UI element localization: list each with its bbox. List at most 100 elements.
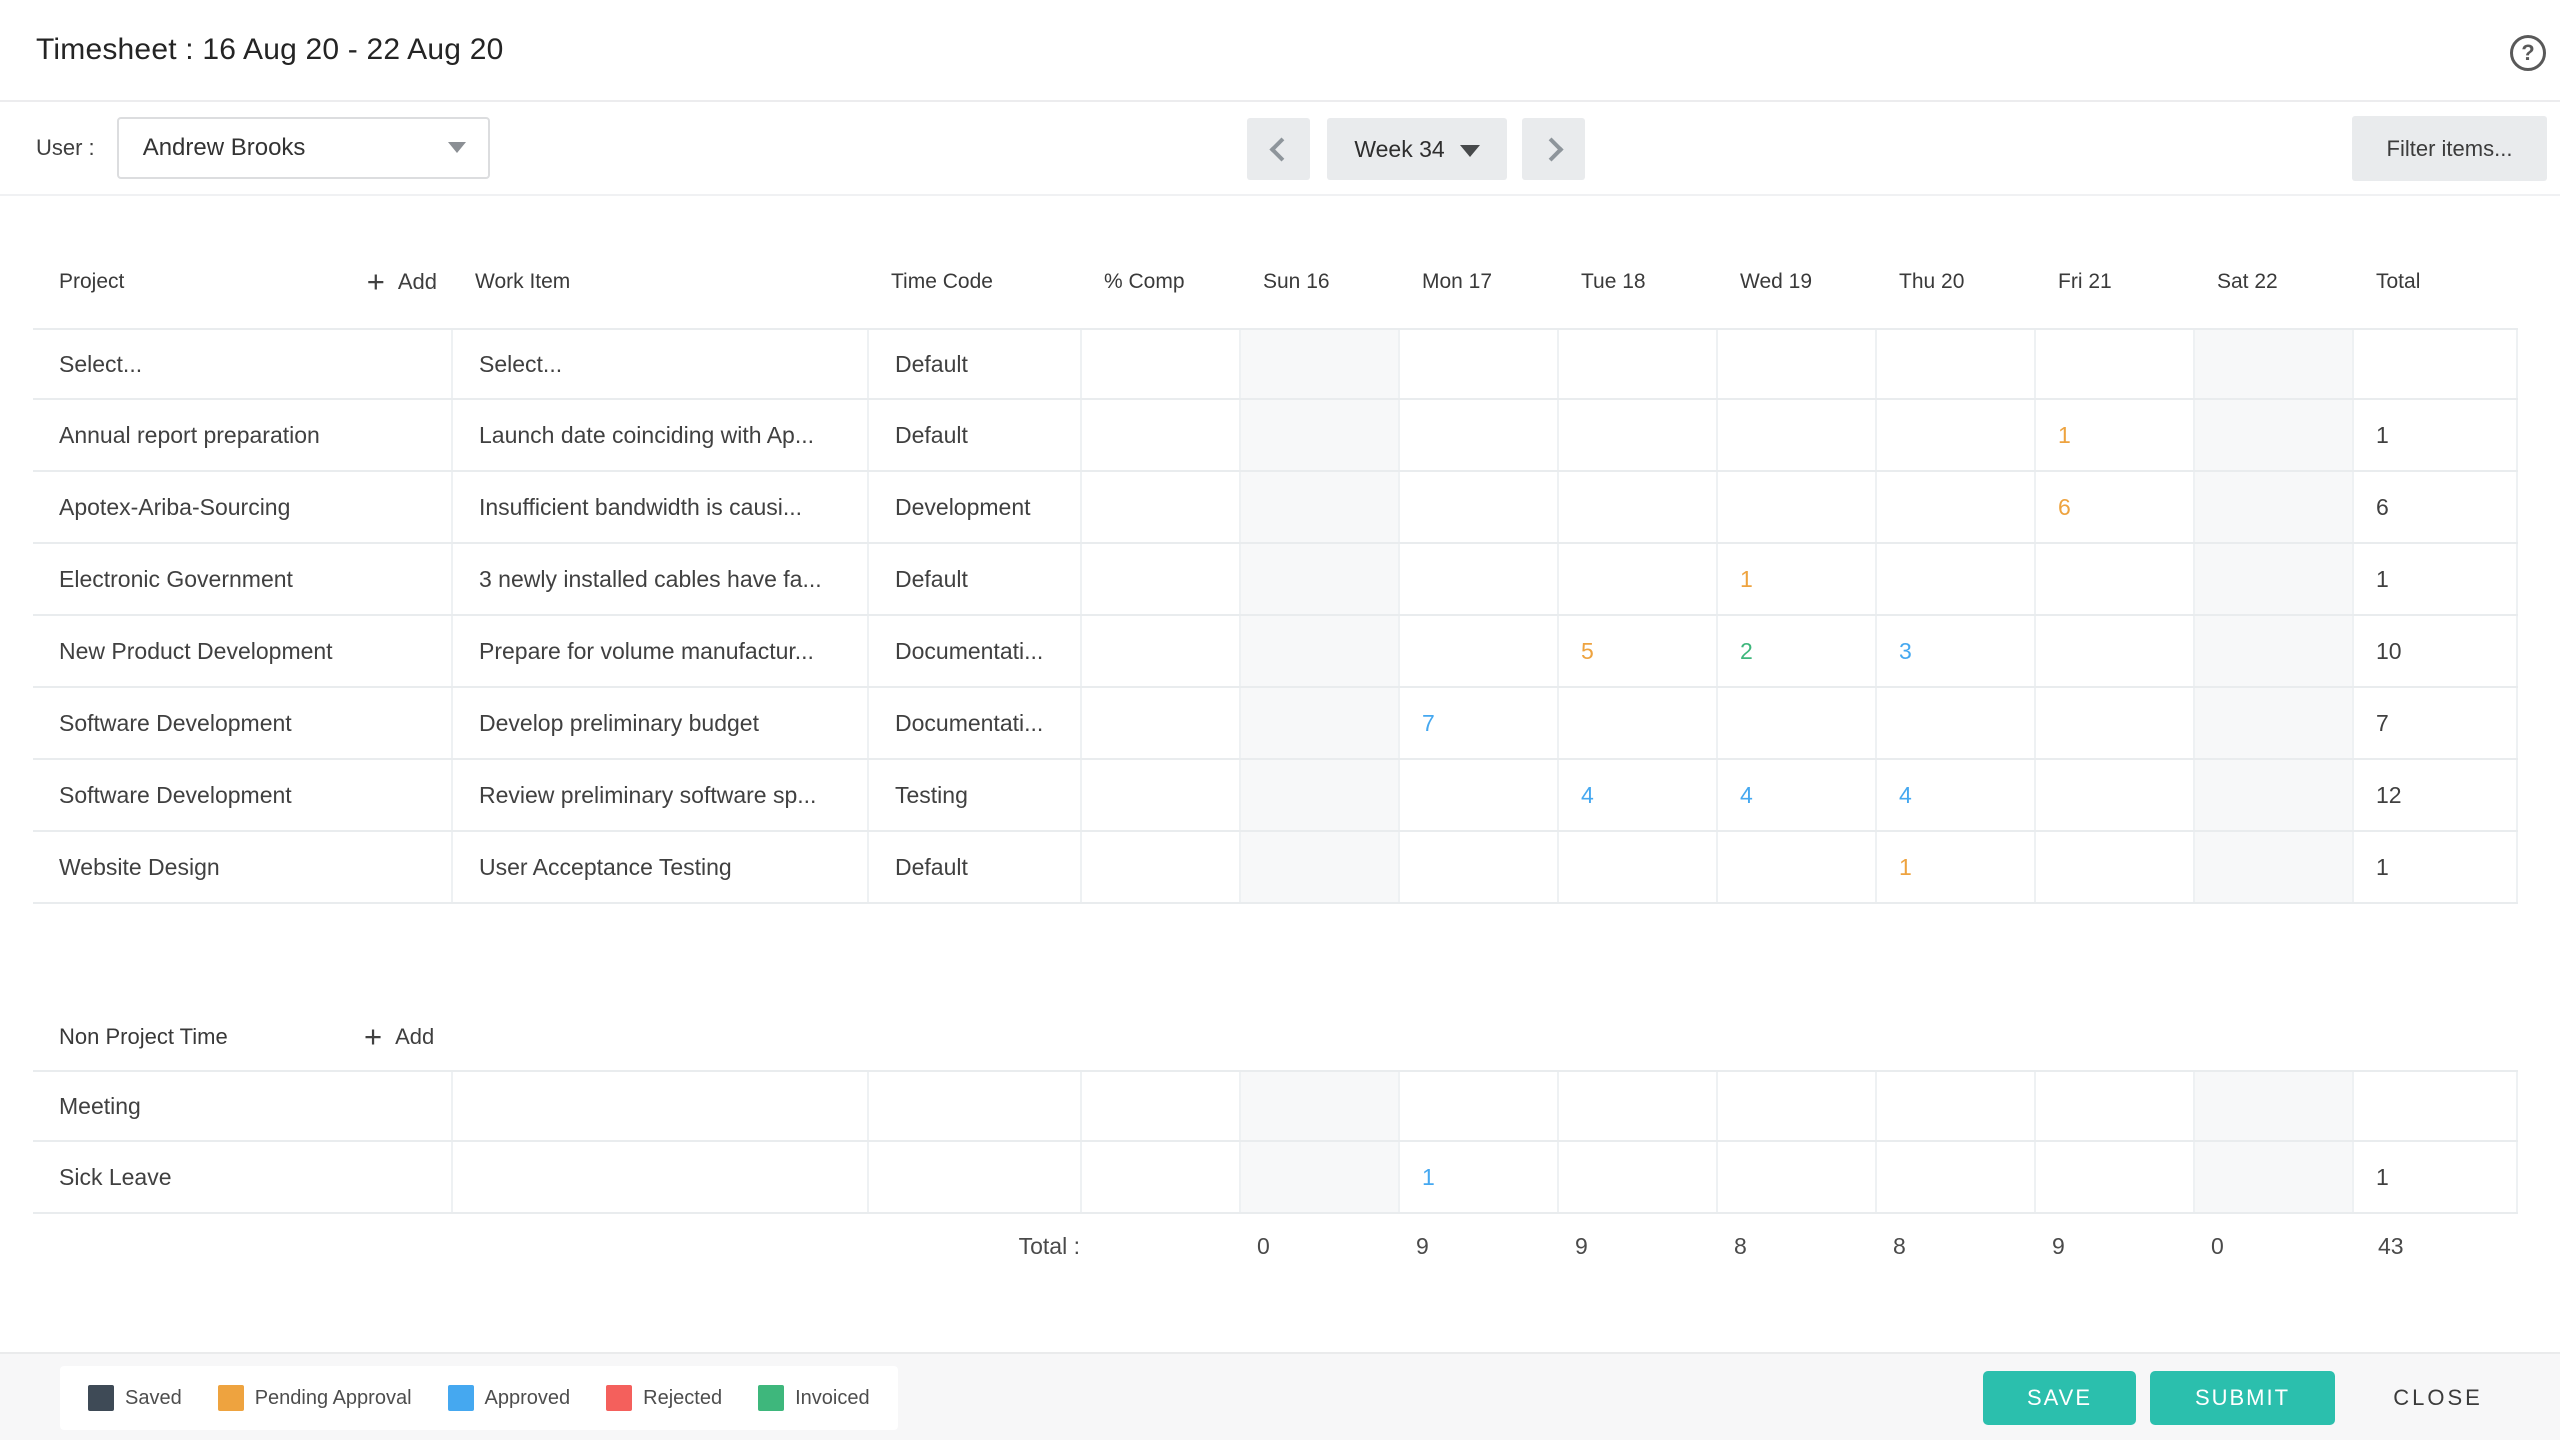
day-cell[interactable] [1877, 472, 2036, 542]
work-item-cell[interactable]: User Acceptance Testing [453, 832, 869, 902]
work-item-cell[interactable]: Review preliminary software sp... [453, 760, 869, 830]
project-cell[interactable]: Website Design [33, 832, 453, 902]
day-cell[interactable] [2195, 544, 2354, 614]
work-item-cell[interactable]: Select... [453, 330, 869, 398]
add-non-project-button[interactable]: + Add [364, 1021, 434, 1052]
day-cell[interactable] [1718, 330, 1877, 398]
percent-complete-cell[interactable] [1082, 1072, 1241, 1140]
day-cell[interactable] [1559, 472, 1718, 542]
day-cell[interactable] [1559, 1072, 1718, 1140]
day-cell[interactable] [2036, 760, 2195, 830]
day-cell[interactable] [2195, 472, 2354, 542]
filter-items-button[interactable]: Filter items... [2352, 116, 2547, 181]
time-code-cell[interactable]: Default [869, 400, 1082, 470]
day-cell[interactable] [1718, 1072, 1877, 1140]
day-cell[interactable]: 1 [1400, 1142, 1559, 1212]
day-cell[interactable]: 1 [1877, 832, 2036, 902]
day-cell[interactable] [1241, 400, 1400, 470]
day-cell[interactable] [1400, 760, 1559, 830]
day-cell[interactable] [1718, 688, 1877, 758]
add-project-row-button[interactable]: + Add [367, 266, 437, 297]
close-button[interactable]: CLOSE [2382, 1371, 2494, 1425]
project-cell[interactable]: Software Development [33, 760, 453, 830]
day-cell[interactable] [1241, 330, 1400, 398]
day-cell[interactable] [2195, 1072, 2354, 1140]
day-cell[interactable] [1718, 1142, 1877, 1212]
next-week-button[interactable] [1522, 118, 1585, 180]
project-cell[interactable]: Apotex-Ariba-Sourcing [33, 472, 453, 542]
work-item-cell[interactable]: 3 newly installed cables have fa... [453, 544, 869, 614]
user-select[interactable]: Andrew Brooks [116, 117, 490, 179]
time-code-cell[interactable]: Documentati... [869, 688, 1082, 758]
day-cell[interactable]: 6 [2036, 472, 2195, 542]
work-item-cell[interactable] [453, 1072, 869, 1140]
day-cell[interactable]: 4 [1718, 760, 1877, 830]
day-cell[interactable] [1400, 400, 1559, 470]
day-cell[interactable] [1400, 1072, 1559, 1140]
day-cell[interactable] [1877, 330, 2036, 398]
day-cell[interactable] [1400, 472, 1559, 542]
submit-button[interactable]: SUBMIT [2150, 1371, 2335, 1425]
project-cell[interactable]: Sick Leave [33, 1142, 453, 1212]
work-item-cell[interactable]: Develop preliminary budget [453, 688, 869, 758]
day-cell[interactable] [1400, 544, 1559, 614]
day-cell[interactable] [2036, 1072, 2195, 1140]
day-cell[interactable] [2036, 688, 2195, 758]
percent-complete-cell[interactable] [1082, 472, 1241, 542]
day-cell[interactable] [1241, 832, 1400, 902]
day-cell[interactable] [1877, 544, 2036, 614]
day-cell[interactable] [1400, 330, 1559, 398]
day-cell[interactable] [2195, 1142, 2354, 1212]
day-cell[interactable]: 1 [2036, 400, 2195, 470]
time-code-cell[interactable]: Documentati... [869, 616, 1082, 686]
percent-complete-cell[interactable] [1082, 330, 1241, 398]
day-cell[interactable] [1718, 832, 1877, 902]
percent-complete-cell[interactable] [1082, 616, 1241, 686]
project-cell[interactable]: Annual report preparation [33, 400, 453, 470]
day-cell[interactable] [2195, 688, 2354, 758]
help-icon[interactable]: ? [2510, 35, 2546, 71]
percent-complete-cell[interactable] [1082, 832, 1241, 902]
day-cell[interactable] [2195, 330, 2354, 398]
day-cell[interactable] [1241, 1072, 1400, 1140]
day-cell[interactable] [1718, 472, 1877, 542]
work-item-cell[interactable]: Prepare for volume manufactur... [453, 616, 869, 686]
day-cell[interactable] [1718, 400, 1877, 470]
day-cell[interactable] [2036, 330, 2195, 398]
project-cell[interactable]: Select... [33, 330, 453, 398]
day-cell[interactable]: 4 [1559, 760, 1718, 830]
time-code-cell[interactable]: Testing [869, 760, 1082, 830]
project-cell[interactable]: New Product Development [33, 616, 453, 686]
day-cell[interactable] [2195, 832, 2354, 902]
percent-complete-cell[interactable] [1082, 760, 1241, 830]
day-cell[interactable]: 3 [1877, 616, 2036, 686]
day-cell[interactable]: 1 [1718, 544, 1877, 614]
day-cell[interactable] [1241, 688, 1400, 758]
day-cell[interactable] [1877, 1072, 2036, 1140]
day-cell[interactable] [1559, 688, 1718, 758]
day-cell[interactable] [1559, 400, 1718, 470]
work-item-cell[interactable]: Launch date coinciding with Ap... [453, 400, 869, 470]
day-cell[interactable] [1400, 616, 1559, 686]
time-code-cell[interactable]: Default [869, 330, 1082, 398]
project-cell[interactable]: Meeting [33, 1072, 453, 1140]
time-code-cell[interactable]: Default [869, 832, 1082, 902]
day-cell[interactable] [2195, 616, 2354, 686]
day-cell[interactable] [1877, 400, 2036, 470]
day-cell[interactable] [2036, 616, 2195, 686]
project-cell[interactable]: Software Development [33, 688, 453, 758]
day-cell[interactable]: 2 [1718, 616, 1877, 686]
day-cell[interactable]: 4 [1877, 760, 2036, 830]
day-cell[interactable] [2195, 760, 2354, 830]
day-cell[interactable] [1877, 1142, 2036, 1212]
time-code-cell[interactable]: Default [869, 544, 1082, 614]
day-cell[interactable] [1241, 616, 1400, 686]
percent-complete-cell[interactable] [1082, 1142, 1241, 1212]
time-code-cell[interactable] [869, 1072, 1082, 1140]
day-cell[interactable] [2195, 400, 2354, 470]
day-cell[interactable] [1559, 544, 1718, 614]
day-cell[interactable] [1559, 832, 1718, 902]
day-cell[interactable] [1241, 1142, 1400, 1212]
day-cell[interactable] [1241, 760, 1400, 830]
percent-complete-cell[interactable] [1082, 544, 1241, 614]
